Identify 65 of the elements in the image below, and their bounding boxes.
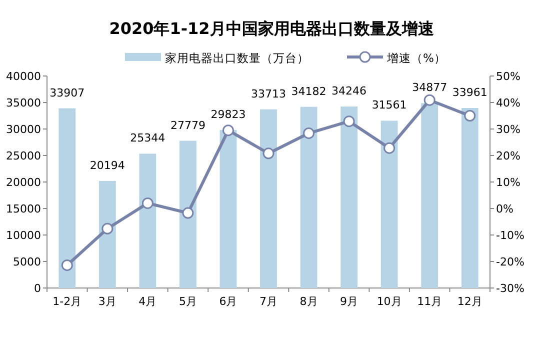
bar: [380, 120, 398, 288]
x-tick-label: 5月: [178, 295, 197, 308]
point: [142, 197, 154, 209]
data-label: 33907: [50, 86, 85, 100]
y2-tick-label: 30%: [496, 123, 520, 136]
point: [61, 259, 73, 271]
bar: [98, 180, 116, 288]
data-label: 29823: [210, 108, 246, 121]
data-label: 34877: [412, 81, 448, 94]
bar: [139, 154, 156, 288]
y2-tick-label: 0%: [496, 202, 514, 216]
y-tick-label: 0: [34, 282, 41, 295]
x-tick-label: 8月: [300, 295, 318, 308]
x-tick-label: 7月: [260, 295, 278, 308]
data-label: 33961: [452, 86, 488, 100]
y2-tick-label: 50%: [496, 70, 520, 83]
y-tick-label: 20000: [6, 176, 41, 189]
y2-tick-label: -10%: [496, 229, 524, 242]
y2-tick-label: 10%: [496, 176, 520, 189]
data-label: 33713: [251, 87, 286, 100]
x-tick-label: 11月: [417, 295, 442, 308]
point: [424, 94, 436, 106]
point: [343, 116, 355, 128]
bar: [179, 140, 196, 288]
data-label: 25344: [130, 132, 166, 145]
y2-tick-label: 40%: [496, 96, 520, 110]
bar: [300, 106, 318, 288]
x-tick-label: 3月: [98, 295, 116, 308]
y2-tick-label: 20%: [496, 150, 520, 162]
point: [102, 222, 114, 234]
data-label: 27779: [170, 118, 206, 132]
chart-title: 2020年1-12月中国家用电器出口数量及增速: [109, 19, 435, 38]
data-label: 34182: [291, 84, 326, 98]
legend-label: 家用电器出口数量（万台）: [165, 51, 309, 65]
data-label: 34246: [332, 84, 367, 98]
x-tick-label: 4月: [138, 295, 157, 308]
x-tick-label: 12月: [457, 295, 482, 308]
x-tick-label: 6月: [219, 295, 238, 308]
data-label: 31561: [372, 98, 407, 112]
y-tick-label: 40000: [6, 70, 41, 83]
x-tick-label: 10月: [376, 295, 402, 308]
x-tick-label: 1-2月: [52, 295, 82, 308]
bar: [58, 108, 76, 288]
bar: [260, 109, 277, 288]
bar: [421, 103, 438, 288]
y-tick-label: 30000: [6, 123, 41, 136]
y2-tick-label: -20%: [496, 256, 524, 268]
point: [222, 124, 234, 136]
point: [182, 207, 194, 219]
y-tick-label: 35000: [6, 96, 41, 110]
y2-tick-label: -30%: [496, 282, 524, 295]
point: [464, 110, 476, 122]
legend-label: 增速（%）: [386, 51, 446, 65]
y-tick-label: 10000: [6, 229, 41, 242]
y-tick-label: 15000: [6, 202, 41, 216]
y-tick-label: 25000: [6, 150, 41, 162]
point: [262, 148, 274, 160]
x-tick-label: 9月: [340, 295, 358, 308]
y-tick-label: 5000: [13, 256, 41, 268]
point: [384, 142, 396, 154]
bar: [220, 130, 237, 288]
bar: [461, 108, 478, 288]
data-label: 20194: [90, 158, 125, 172]
point: [303, 127, 315, 139]
bar: [340, 106, 358, 288]
